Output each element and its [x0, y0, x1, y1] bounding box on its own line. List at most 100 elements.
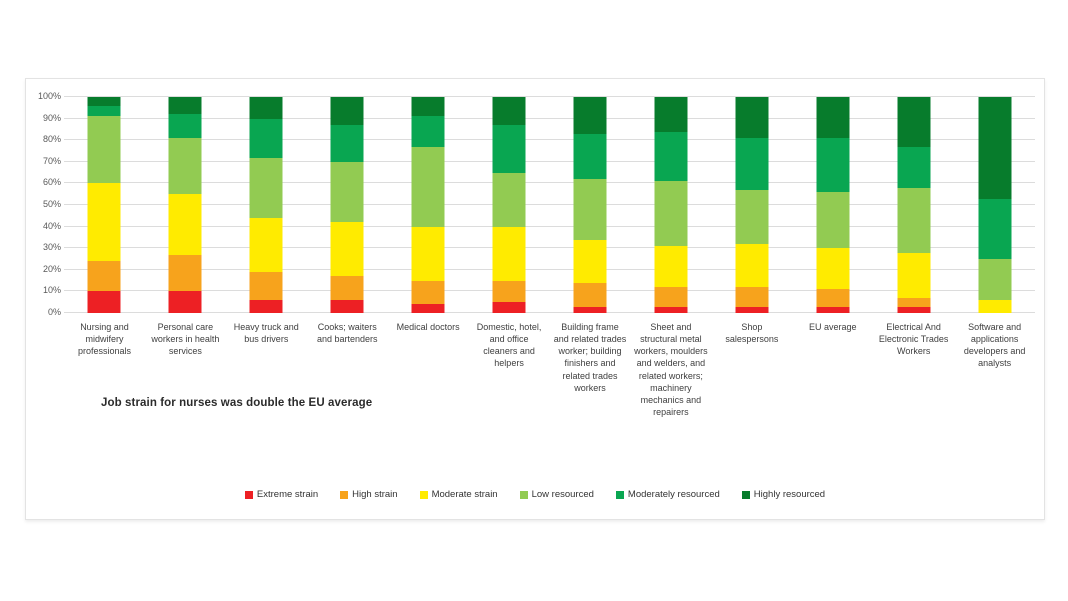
legend-label: High strain — [352, 489, 398, 500]
x-axis-label: Building frame and related trades worker… — [553, 322, 627, 393]
bar-segment-low-resourced — [816, 192, 850, 249]
bar-segment-extreme-strain — [897, 306, 931, 313]
bar-segment-highly-resourced — [978, 97, 1012, 199]
x-axis-labels: Nursing and midwifery professionals Perso… — [64, 321, 1035, 418]
bar-segment-moderate-strain — [735, 243, 769, 288]
bar-segment-moderately-resourced — [897, 146, 931, 188]
bar-segment-high-strain — [87, 261, 121, 292]
legend-swatch-icon — [419, 490, 428, 499]
bar-segment-high-strain — [492, 280, 526, 303]
bar-segment-highly-resourced — [330, 97, 364, 126]
y-tick-label: 30% — [42, 242, 61, 253]
bar-segment-high-strain — [897, 297, 931, 307]
bar-segment-moderate-strain — [492, 226, 526, 281]
bar-segment-low-resourced — [249, 157, 283, 218]
bar-slot — [550, 97, 631, 313]
y-tick-label: 90% — [42, 112, 61, 123]
bar-segment-low-resourced — [735, 189, 769, 244]
gridline — [64, 290, 1035, 292]
bar-segment-moderate-strain — [330, 222, 364, 277]
y-tick-label: 50% — [42, 199, 61, 209]
bar-segment-extreme-strain — [168, 291, 202, 313]
y-tick-label: 0% — [47, 307, 61, 317]
gridline — [64, 247, 1035, 249]
legend-swatch-icon — [615, 490, 624, 499]
bar-segment-moderately-resourced — [978, 198, 1012, 260]
bar-slot — [469, 97, 550, 313]
gridline — [64, 204, 1035, 205]
bar-slot — [226, 97, 307, 313]
stacked-bar — [87, 97, 121, 313]
bar-segment-extreme-strain — [654, 306, 688, 313]
gridline — [64, 225, 1035, 227]
legend-item: Highly resourced — [741, 489, 825, 500]
stacked-bar — [411, 97, 445, 313]
legend-swatch-icon — [519, 490, 528, 499]
bar-segment-extreme-strain — [411, 304, 445, 313]
y-axis: 100% 90% 80% 70% 60% 50% 40% 30% 20% 10% 0% — [28, 92, 61, 317]
gridline — [64, 160, 1035, 162]
bar-segment-moderate-strain — [411, 226, 445, 281]
bar-segment-moderate-strain — [897, 252, 931, 298]
bar-segment-low-resourced — [168, 138, 202, 195]
stacked-bar — [978, 97, 1012, 313]
legend-swatch-icon — [244, 490, 253, 499]
bar-segment-highly-resourced — [87, 97, 121, 106]
legend-label: Moderate strain — [431, 489, 498, 500]
bar-segment-moderate-strain — [573, 239, 607, 283]
bar-segment-moderately-resourced — [330, 125, 364, 162]
bar-segment-extreme-strain — [573, 306, 607, 313]
bar-segment-moderate-strain — [816, 248, 850, 290]
bar-segment-moderately-resourced — [816, 138, 850, 193]
legend-label: Moderately resourced — [627, 489, 720, 500]
bar-segment-moderately-resourced — [249, 118, 283, 158]
stacked-bar — [897, 97, 931, 313]
y-tick-label: 100% — [37, 91, 61, 101]
x-axis-label: Electrical And Electronic Trades Workers — [878, 322, 949, 357]
bar-segment-moderate-strain — [978, 300, 1012, 313]
bar-segment-high-strain — [654, 287, 688, 307]
bar-segment-moderate-strain — [249, 217, 283, 272]
bar-segment-moderate-strain — [168, 194, 202, 255]
bar-segment-extreme-strain — [330, 300, 364, 313]
legend-swatch-icon — [741, 490, 750, 499]
x-axis-label: EU average — [808, 322, 857, 332]
gridline — [64, 312, 1035, 313]
x-axis-label: Sheet and structural metal workers, moul… — [634, 322, 708, 417]
legend-label: Extreme strain — [256, 489, 319, 500]
gridline — [64, 139, 1035, 141]
bar-segment-highly-resourced — [573, 97, 607, 134]
bar-segment-moderately-resourced — [411, 116, 445, 147]
stacked-bar — [735, 97, 769, 313]
x-axis-label: Personal care workers in health services — [151, 322, 220, 357]
bar-slot — [145, 97, 226, 313]
bar-slot — [630, 97, 711, 313]
gridline — [64, 182, 1035, 184]
y-tick-label: 80% — [42, 134, 61, 145]
legend-item: Moderate strain — [419, 489, 498, 500]
bar-slot — [64, 97, 145, 313]
bar-segment-high-strain — [411, 280, 445, 305]
legend-item: Low resourced — [519, 489, 594, 500]
bar-segment-moderately-resourced — [87, 105, 121, 117]
bar-segment-high-strain — [816, 289, 850, 307]
bar-segment-extreme-strain — [492, 302, 526, 313]
bar-segment-low-resourced — [411, 146, 445, 227]
x-axis-label: Software and applications developers and… — [963, 322, 1026, 369]
y-tick-label: 20% — [42, 263, 61, 274]
y-tick-label: 10% — [42, 285, 61, 296]
bar-segment-highly-resourced — [897, 97, 931, 147]
bar-segment-extreme-strain — [735, 306, 769, 313]
plot-area — [64, 96, 1035, 313]
stacked-bar — [249, 97, 283, 313]
bar-segment-low-resourced — [573, 179, 607, 240]
legend: Extreme strain High strain Moderate strain… — [26, 489, 1044, 500]
gridline — [64, 117, 1035, 119]
bar-segment-highly-resourced — [168, 97, 202, 115]
stacked-bar — [492, 97, 526, 313]
bar-segment-high-strain — [330, 276, 364, 301]
bar-segment-highly-resourced — [411, 97, 445, 117]
legend-item: Moderately resourced — [615, 489, 720, 500]
bar-slot — [388, 97, 469, 313]
stacked-bar — [816, 97, 850, 313]
